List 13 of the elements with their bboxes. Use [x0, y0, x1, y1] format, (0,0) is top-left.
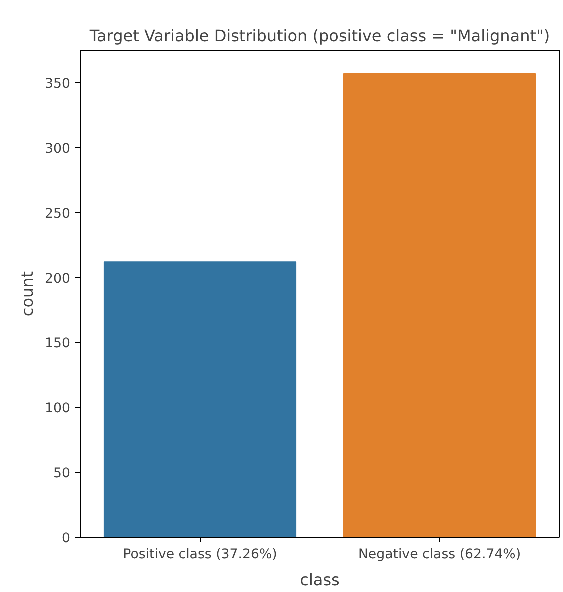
y-tick-label: 200 [45, 272, 71, 287]
y-tick-label: 0 [62, 532, 71, 546]
y-tick-label: 50 [54, 466, 71, 482]
y-tick-label: 150 [45, 336, 71, 352]
y-tick-label: 300 [45, 142, 71, 157]
chart-title: Target Variable Distribution (positive class = "Malignant") [88, 26, 550, 46]
x-axis-title: class [300, 570, 340, 590]
x-tick-label: Positive class (37.26%) [123, 548, 278, 562]
y-tick-label: 350 [45, 76, 71, 92]
x-tick-label: Negative class (62.74%) [358, 548, 522, 562]
y-tick-label: 250 [45, 206, 71, 222]
y-tick-label: 100 [45, 402, 71, 417]
y-axis-title: count [18, 271, 38, 317]
